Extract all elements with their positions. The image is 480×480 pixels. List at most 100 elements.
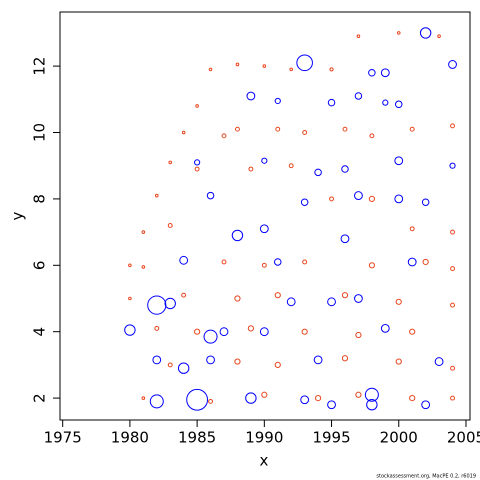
bubble: [354, 92, 363, 100]
bubble: [128, 263, 132, 268]
bubble: [327, 98, 336, 107]
bubble: [219, 327, 229, 337]
y-tick-label: 12: [31, 57, 49, 76]
bubble: [206, 355, 215, 365]
bubble: [235, 62, 240, 67]
bubble: [409, 328, 416, 335]
bubble: [450, 123, 455, 129]
bubble: [434, 357, 444, 366]
bubble: [152, 355, 162, 365]
bubble: [355, 391, 362, 398]
bubble: [409, 126, 415, 132]
bubble: [300, 198, 309, 206]
bubble: [141, 396, 146, 400]
bubble: [341, 292, 349, 299]
bubble: [164, 297, 176, 310]
bubble: [437, 34, 441, 39]
bubble: [147, 295, 167, 315]
bubble: [167, 362, 173, 368]
bubble: [181, 292, 187, 298]
bubble: [289, 67, 294, 72]
bubble: [327, 400, 336, 410]
bubble: [341, 355, 349, 362]
y-tick-label: 4: [31, 327, 49, 337]
bubble: [394, 194, 404, 204]
bubble: [366, 399, 378, 411]
bubble: [341, 165, 349, 173]
bubble: [149, 394, 164, 409]
x-tick-label: 2000: [380, 429, 418, 447]
bubble: [167, 223, 173, 228]
bubble: [288, 163, 294, 169]
bubble: [356, 34, 361, 39]
bubble: [194, 166, 200, 172]
bubble: [340, 234, 350, 244]
bubble: [274, 258, 282, 266]
bubble: [274, 361, 281, 368]
y-tick-label: 6: [31, 261, 49, 271]
bubble: [194, 159, 201, 166]
bubble: [274, 97, 281, 105]
bubble: [409, 394, 416, 402]
bubble: [396, 31, 401, 35]
x-tick-label: 1990: [245, 429, 283, 447]
bubble: [168, 160, 173, 165]
y-tick-label: 8: [31, 194, 49, 204]
bubble: [181, 130, 186, 135]
bubble: [327, 297, 336, 307]
bubble: [124, 324, 136, 336]
bubble: [314, 394, 322, 402]
bubble: [208, 67, 213, 72]
bubble: [419, 27, 432, 39]
x-tick-label: 1980: [111, 429, 149, 447]
bubble: [450, 365, 455, 371]
bubble: [194, 328, 201, 335]
x-tick-label: 1975: [44, 429, 82, 447]
bubble: [313, 355, 323, 365]
bubble: [262, 64, 267, 68]
bubble: [247, 325, 254, 332]
bubble: [368, 69, 376, 77]
bubble: [421, 400, 431, 410]
bubble: [409, 226, 415, 232]
footer: stockassessment.org, MacPE 0.2, r6019: [376, 474, 476, 480]
bubble: [296, 54, 313, 72]
bubble: [248, 166, 254, 172]
bubble: [154, 193, 159, 198]
bubble: [261, 391, 268, 398]
bubble: [314, 168, 322, 177]
bubble: [329, 67, 334, 72]
bubble: [394, 156, 404, 166]
bubble: [275, 126, 281, 132]
bubble: [382, 99, 389, 106]
bubble: [407, 257, 417, 267]
bubble: [364, 387, 379, 402]
bubble: [221, 259, 227, 265]
bubble: [208, 398, 214, 404]
bubble: [245, 392, 257, 404]
bubble: [177, 362, 190, 374]
bubble: [261, 262, 267, 268]
y-tick-label: 10: [31, 123, 49, 142]
bubble: [231, 229, 244, 242]
bubble: [448, 60, 457, 69]
bubble: [368, 262, 375, 269]
bubble: [234, 126, 240, 132]
bubble: [203, 329, 218, 344]
x-tick-label: 2005: [447, 429, 480, 447]
bubble: [450, 229, 455, 235]
bubble: [368, 195, 375, 203]
bubble: [421, 198, 430, 206]
bubble: [302, 259, 308, 265]
bubble: [450, 302, 455, 308]
bubble: [259, 327, 269, 337]
bubble: [342, 126, 348, 132]
bubble: [450, 266, 455, 272]
bubble: [301, 328, 308, 335]
bubble: [395, 358, 402, 365]
bubble: [450, 395, 455, 401]
y-tick-label: 2: [31, 393, 49, 403]
bubble: [449, 162, 456, 169]
bubble: [422, 258, 429, 266]
